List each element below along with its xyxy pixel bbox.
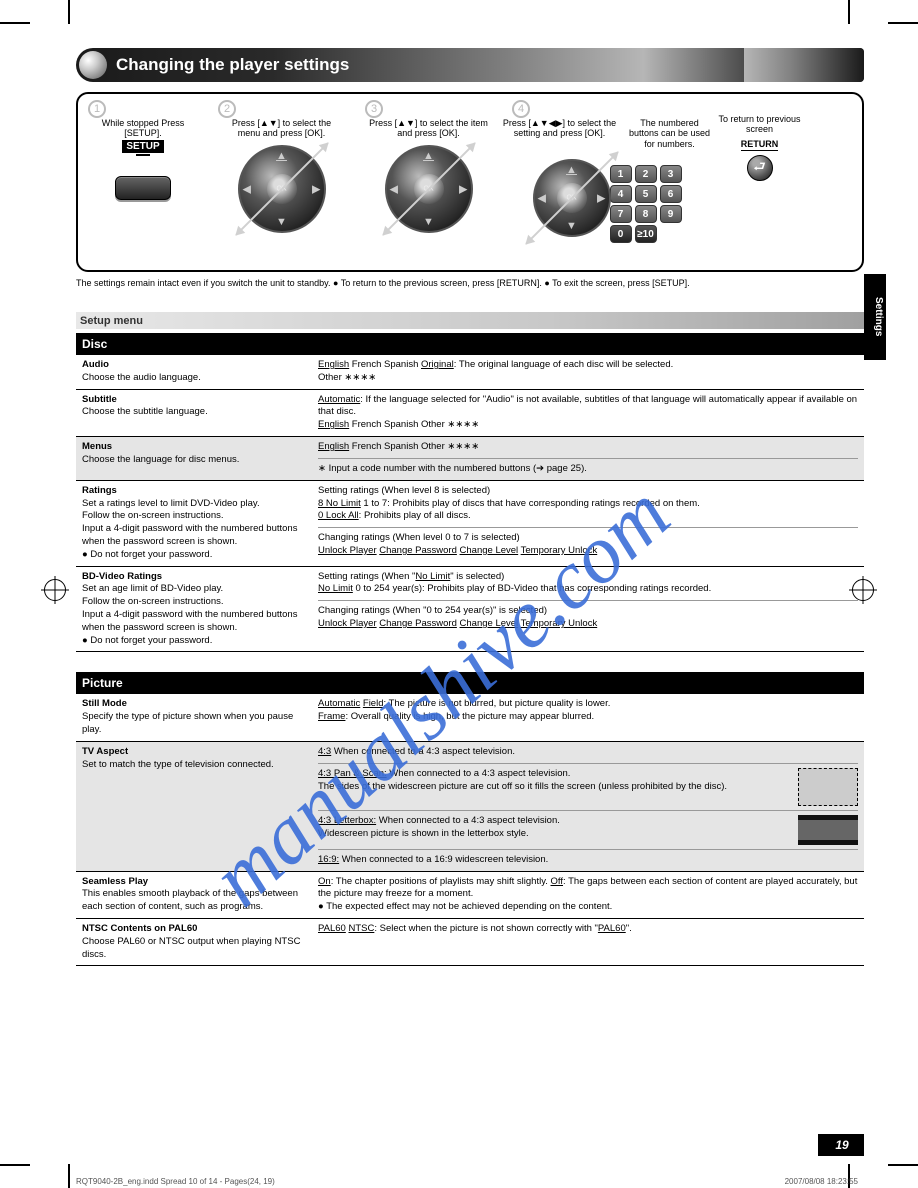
arrow-right-icon: ▶ bbox=[312, 182, 320, 195]
panel-note: The settings remain intact even if you s… bbox=[76, 278, 864, 288]
step-4: 4 Press [▲▼◀▶] to select the setting and… bbox=[502, 94, 712, 270]
step-number-icon: 2 bbox=[218, 100, 236, 118]
crop-mark bbox=[68, 0, 70, 24]
page-title: Changing the player settings bbox=[116, 55, 349, 75]
step-caption: Press [▲▼] to select the item and press … bbox=[369, 118, 489, 139]
arrow-down-icon: ▼ bbox=[276, 216, 287, 228]
crop-mark bbox=[888, 22, 918, 24]
return-label: RETURN bbox=[741, 139, 779, 152]
ok-label: OK bbox=[276, 185, 286, 192]
crop-mark bbox=[848, 0, 850, 24]
step-caption: While stopped Press [SETUP]. bbox=[83, 118, 203, 139]
step-return: To return to previous screen RETURN ⮐ bbox=[712, 94, 807, 270]
aspect-thumb-icon bbox=[798, 815, 858, 845]
operation-panel: 1 While stopped Press [SETUP]. SETUP 2 P… bbox=[76, 92, 864, 272]
footer-date: 2007/08/08 18:23:55 bbox=[785, 1177, 858, 1186]
step-2: 2 Press [▲▼] to select the menu and pres… bbox=[208, 94, 355, 270]
page-title-bar: Changing the player settings bbox=[76, 48, 864, 82]
nav-dial-icon: OK ▲ ▼ ◀ ▶ bbox=[385, 145, 473, 233]
step-3: 3 Press [▲▼] to select the item and pres… bbox=[355, 94, 502, 270]
step-1: 1 While stopped Press [SETUP]. SETUP bbox=[78, 94, 208, 270]
step-number-icon: 4 bbox=[512, 100, 530, 118]
settings-table-picture: Still ModeSpecify the type of picture sh… bbox=[76, 694, 864, 966]
table-header-picture: Picture bbox=[76, 672, 864, 694]
crop-mark bbox=[68, 1164, 70, 1188]
number-keypad-icon: 1 2 3 4 5 6 7 8 9 0 ≥10 bbox=[610, 165, 682, 243]
registration-mark-icon bbox=[44, 579, 66, 601]
setup-label: SETUP bbox=[122, 140, 163, 153]
setup-button-icon bbox=[115, 176, 171, 200]
table-header-disc: Disc bbox=[76, 333, 864, 355]
step-caption-5: The numbered buttons can be used for num… bbox=[627, 118, 712, 149]
step-caption: Press [▲▼] to select the menu and press … bbox=[222, 118, 342, 139]
step-number-icon: 3 bbox=[365, 100, 383, 118]
page-number: 19 bbox=[818, 1134, 864, 1156]
section-title: Setup menu bbox=[76, 312, 864, 329]
crop-mark bbox=[888, 1164, 918, 1166]
return-caption: To return to previous screen bbox=[712, 114, 807, 135]
footer-file: RQT9040-2B_eng.indd Spread 10 of 14 - Pa… bbox=[76, 1177, 275, 1186]
side-tab: Settings bbox=[864, 274, 886, 360]
step-caption: Press [▲▼◀▶] to select the setting and p… bbox=[502, 118, 617, 149]
crop-mark bbox=[0, 1164, 30, 1166]
arrow-left-icon: ◀ bbox=[243, 182, 251, 195]
settings-table-disc: AudioChoose the audio language.English F… bbox=[76, 355, 864, 652]
nav-dial-icon: OK ▲ ▼ ◀ ▶ bbox=[533, 159, 611, 237]
nav-dial-icon: OK ▲ ▼ ◀ ▶ bbox=[238, 145, 326, 233]
step-number-icon: 1 bbox=[88, 100, 106, 118]
aspect-thumb-icon bbox=[798, 768, 858, 806]
ok-label: OK bbox=[423, 185, 433, 192]
return-button-icon: ⮐ bbox=[747, 155, 773, 181]
arrow-up-icon: ▲ bbox=[276, 150, 287, 162]
print-footer: RQT9040-2B_eng.indd Spread 10 of 14 - Pa… bbox=[76, 1177, 858, 1186]
crop-mark bbox=[0, 22, 30, 24]
